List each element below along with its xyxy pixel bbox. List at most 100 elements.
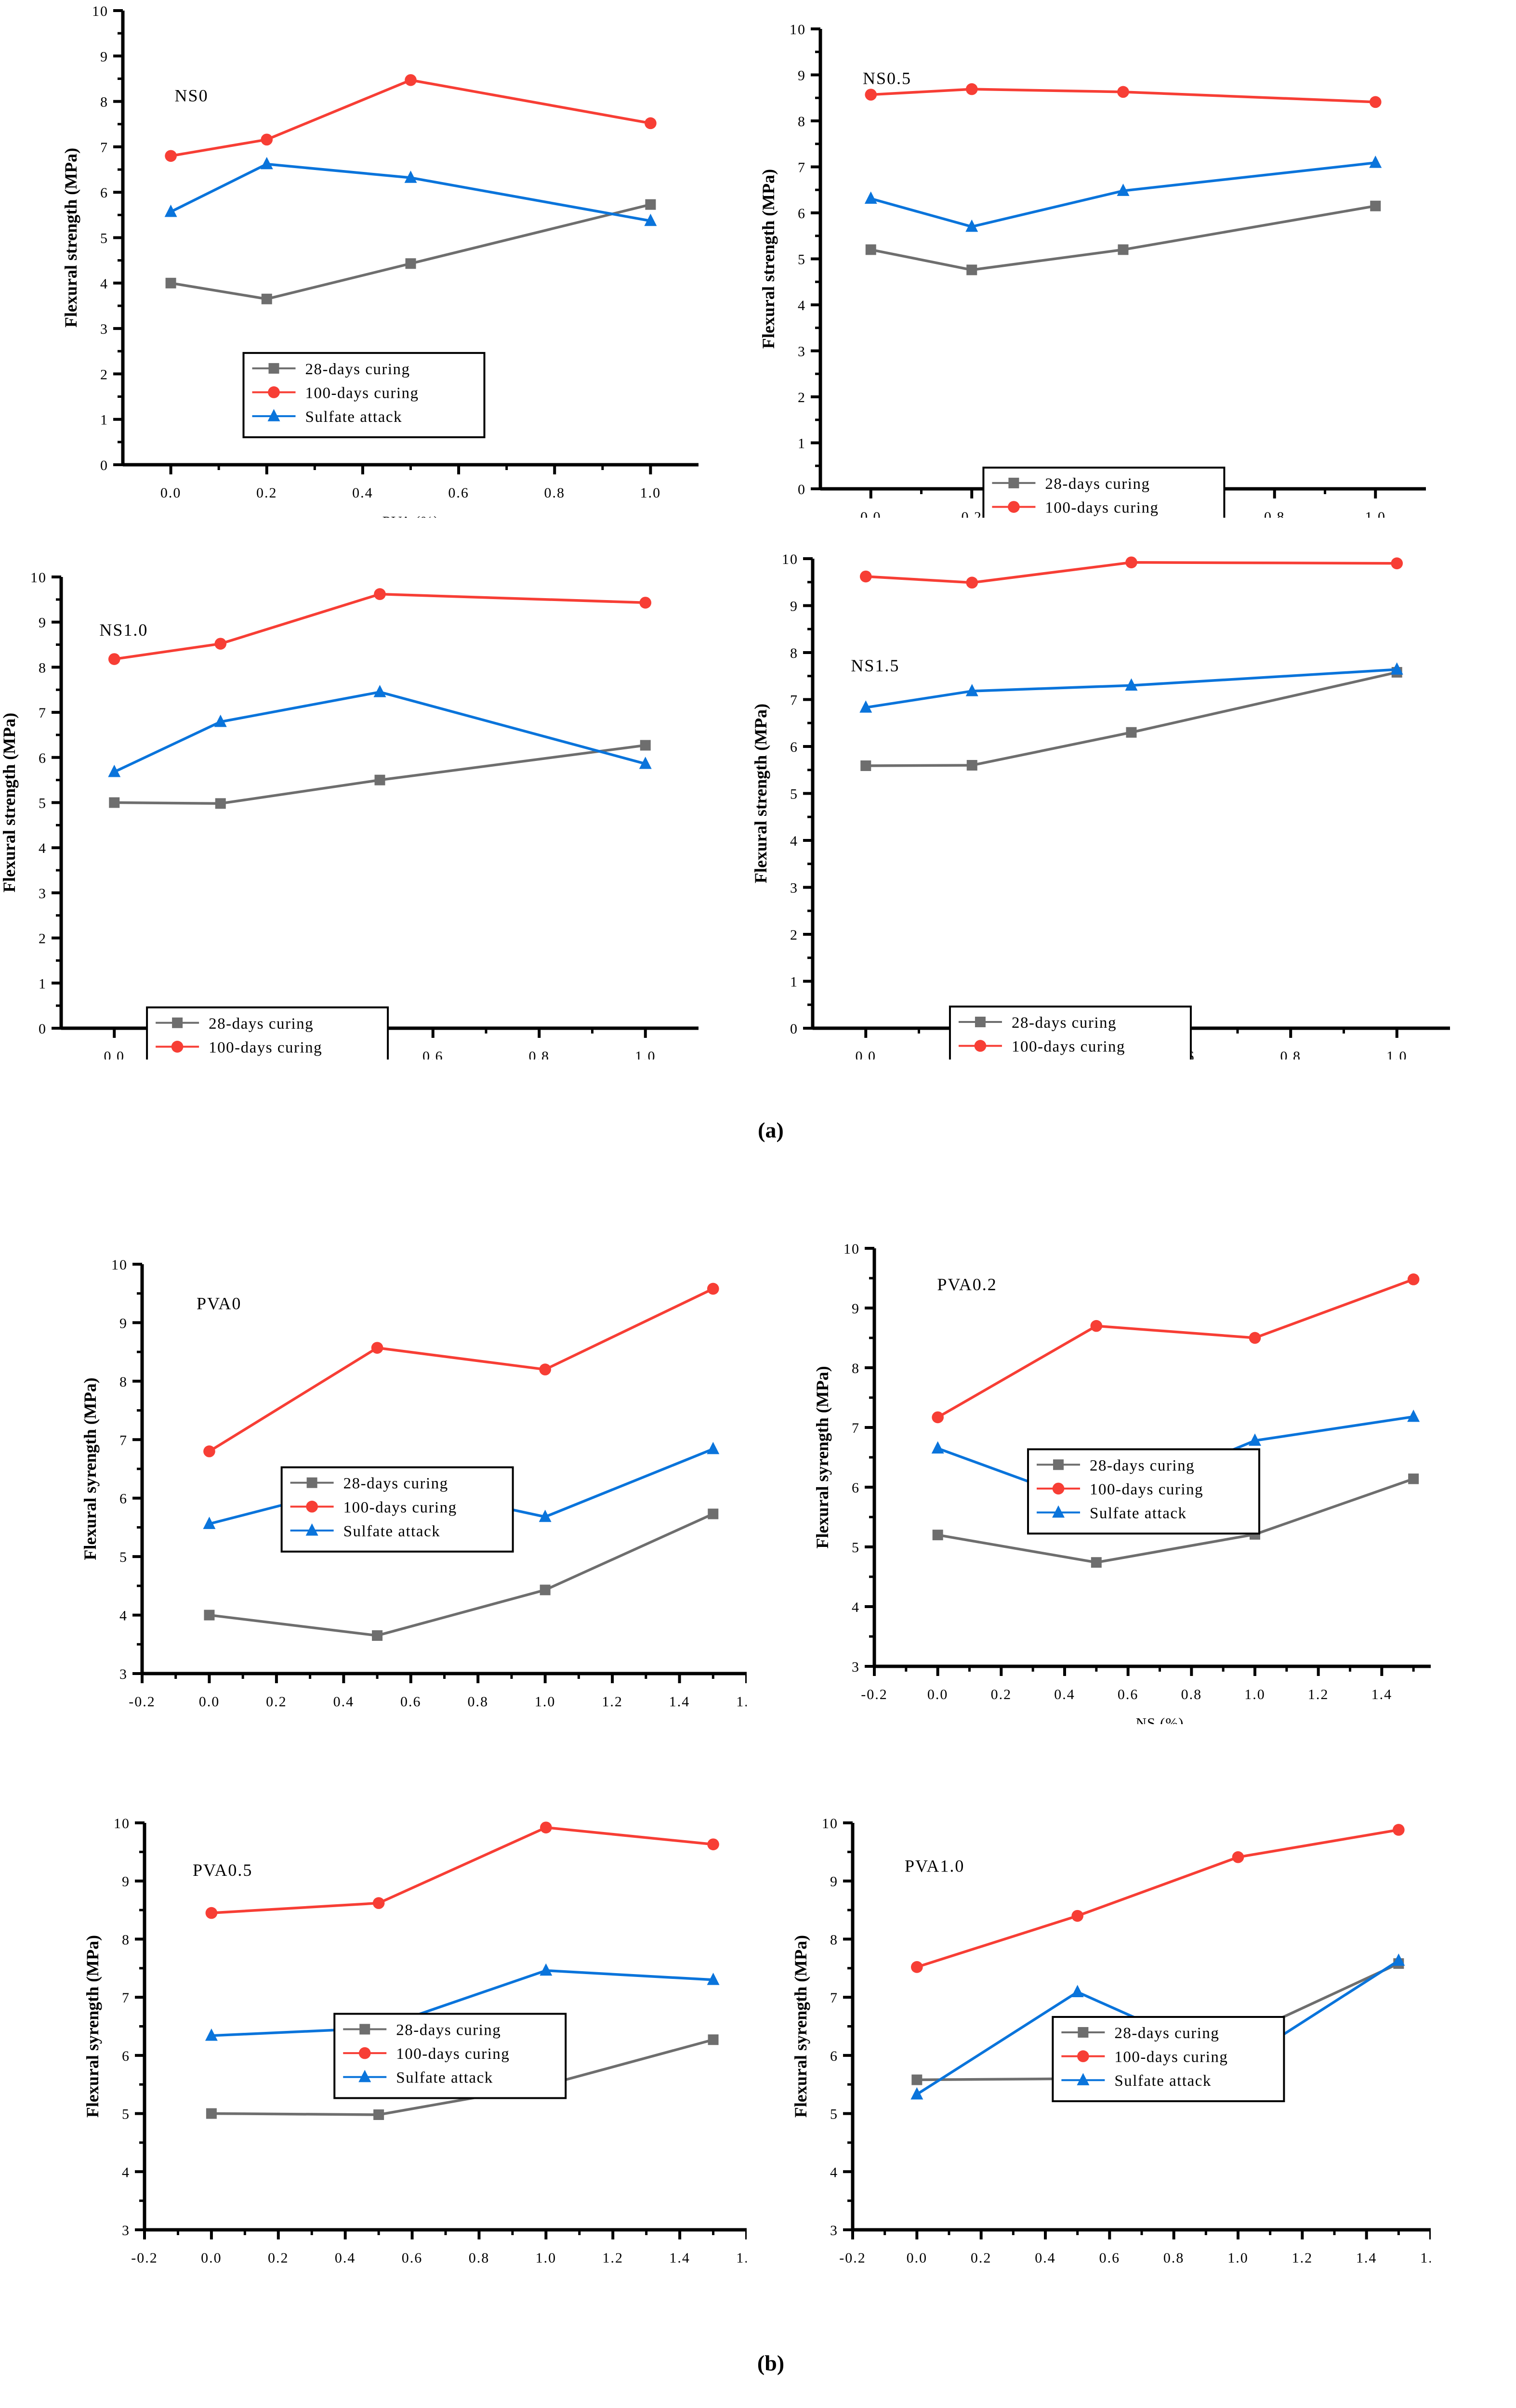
- x-tick-label: 1.6: [736, 1694, 747, 1710]
- x-tick-label: 0.0: [160, 485, 182, 501]
- legend-label: Sulfate attack: [305, 408, 402, 426]
- y-ticks: 0 1 2 3 4 5 6 7 8 9 10: [92, 3, 123, 473]
- x-tick-label: 1.0: [535, 1694, 556, 1710]
- legend-marker-icon: [268, 363, 279, 374]
- chart-svg-ns0p5: 0.00.20.40.60.81.0012345678910PVA (%)Fle…: [759, 22, 1426, 518]
- y-tick-label: 3: [798, 344, 806, 360]
- x-tick-label: 1.0: [1386, 1048, 1408, 1060]
- chart-title: PVA1.0: [905, 1856, 964, 1875]
- chart-panel-ns0p5: 0.00.20.40.60.81.0012345678910PVA (%)Fle…: [751, 0, 1474, 518]
- data-point-marker: [214, 638, 227, 650]
- y-tick-label: 0: [39, 1021, 47, 1037]
- legend-box: [242, 352, 486, 438]
- data-point-marker: [404, 170, 417, 183]
- data-point-marker: [1232, 1851, 1244, 1863]
- chart-title: NS0: [175, 86, 209, 105]
- data-point-marker: [109, 797, 120, 808]
- legend-marker-icon: [1052, 1482, 1065, 1495]
- y-tick-label: 6: [100, 185, 108, 201]
- data-point-marker: [203, 1445, 215, 1457]
- legend-marker-icon: [267, 409, 280, 421]
- y-tick-label: 10: [790, 22, 806, 38]
- data-point-marker: [214, 714, 227, 727]
- y-axis-title: Flexural strength (MPa): [759, 169, 778, 349]
- data-point-marker: [644, 213, 657, 226]
- data-point-marker: [372, 1897, 385, 1909]
- chart-panel-pva0p5: -0.2 0.0 0.2 0.4 0.6 0.8 1.0 1.2 1.4 1.6 3 4 5 6 7 8 9 10…: [72, 1734, 747, 2264]
- series-2: [203, 1283, 719, 1457]
- data-point-marker: [708, 2034, 719, 2045]
- legend-label: 100-days curing: [1012, 1038, 1125, 1056]
- x-ticks: -0.2 0.0 0.2 0.4 0.6 0.8 1.0 1.2 1.4 1.6: [131, 2230, 747, 2264]
- y-tick-label: 5: [119, 1549, 128, 1565]
- legend-label: 28-days curing: [1012, 1014, 1117, 1032]
- x-tick-label: 0.0: [907, 2250, 928, 2264]
- y-tick-label: 7: [830, 1990, 838, 2006]
- data-point-marker: [966, 264, 977, 275]
- x-tick-label: 0.0: [927, 1687, 949, 1702]
- x-tick-label: 0.8: [469, 2250, 490, 2264]
- data-point-marker: [1370, 200, 1381, 211]
- series-line: [870, 161, 1376, 228]
- y-ticks: 3 4 5 6 7 8 9 10: [844, 1241, 874, 1675]
- data-point-marker: [1408, 1473, 1419, 1484]
- y-tick-label: 9: [830, 1874, 838, 1890]
- chart-panel-pva0p2: -0.20.00.20.40.60.81.01.21.41.6345678910…: [756, 1218, 1431, 1724]
- y-tick-label: 1: [39, 976, 47, 992]
- legend-label: 100-days curing: [1045, 499, 1159, 517]
- legend-box: [1052, 2016, 1285, 2102]
- chart-svg-ns1p5: 0.00.20.40.60.81.0012345678910PVA (%)Fle…: [751, 551, 1450, 1060]
- series-2: [932, 1273, 1420, 1424]
- x-tick-label: 0.4: [352, 485, 373, 501]
- y-tick-label: 10: [111, 1257, 128, 1273]
- legend-label: 28-days curing: [305, 361, 410, 378]
- series-1: [932, 1473, 1419, 1568]
- y-tick-label: 6: [852, 1480, 860, 1496]
- y-tick-label: 3: [790, 880, 798, 896]
- y-tick-label: 10: [844, 1241, 860, 1257]
- data-point-marker: [1369, 96, 1382, 108]
- data-point-marker: [540, 1584, 551, 1596]
- data-point-marker: [1118, 244, 1129, 255]
- chart-panel-ns1p0: 0.00.20.40.60.81.0012345678910PVA (%)Fle…: [0, 530, 723, 1060]
- legend-label: Sulfate attack: [343, 1523, 441, 1540]
- x-tick-label: 0.8: [1264, 509, 1285, 518]
- y-tick-label: 2: [39, 931, 47, 947]
- legend-marker-icon: [1077, 2050, 1089, 2062]
- y-tick-label: 7: [798, 160, 806, 176]
- chart-title: NS0.5: [863, 69, 911, 88]
- y-ticks: 0 1 2 3 4 5 6 7 8 9 10: [790, 22, 820, 497]
- x-axis-title: PVA (%): [382, 513, 439, 518]
- y-axis-title: Flexural syrength (MPa): [83, 1935, 102, 2118]
- series-3: [108, 685, 652, 777]
- data-point-marker: [540, 1963, 553, 1976]
- series-line: [870, 88, 1376, 104]
- x-tick-label: 0.0: [104, 1048, 125, 1060]
- data-point-marker: [859, 570, 872, 583]
- x-tick-label: 1.2: [1292, 2250, 1313, 2264]
- data-point-marker: [860, 760, 871, 771]
- y-tick-label: 10: [30, 570, 47, 586]
- series-line: [211, 2038, 714, 2116]
- data-point-marker: [910, 2087, 923, 2100]
- legend-marker-icon: [306, 1501, 318, 1513]
- x-ticks: -0.2 0.0 0.2 0.4 0.6 0.8 1.0 1.2 1.4 1.6: [839, 2230, 1431, 2264]
- legend-label: Sulfate attack: [1114, 2072, 1212, 2090]
- x-tick-label: 1.4: [1356, 2250, 1377, 2264]
- legend-marker-icon: [1008, 501, 1020, 513]
- y-tick-label: 7: [119, 1432, 128, 1448]
- y-tick-label: 8: [122, 1932, 130, 1948]
- data-point-marker: [707, 1838, 719, 1850]
- x-tick-label: 0.8: [529, 1048, 550, 1060]
- x-tick-label: 0.4: [335, 2250, 356, 2264]
- data-point-marker: [204, 1610, 215, 1621]
- series-line: [916, 1828, 1399, 1968]
- series-line: [211, 1969, 713, 2037]
- series-2: [865, 83, 1382, 108]
- series-2: [205, 1821, 719, 1919]
- y-tick-label: 5: [790, 786, 798, 802]
- data-point-marker: [966, 576, 978, 589]
- legend-marker-icon: [974, 1040, 987, 1052]
- legend-marker-icon: [1078, 2027, 1089, 2038]
- series-3: [864, 156, 1382, 232]
